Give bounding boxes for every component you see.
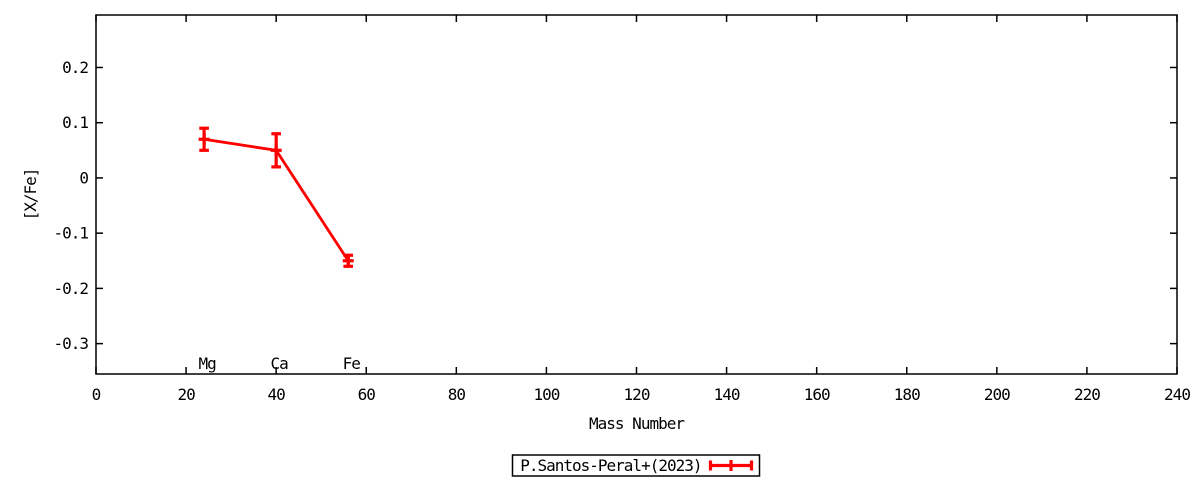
y-axis-tick-label: 0.1 [62,113,88,132]
y-axis-tick-label: -0.3 [53,334,88,353]
x-axis-tick-label: 0 [92,385,101,404]
x-axis-tick-label: 80 [448,385,466,404]
x-axis-tick-label: 60 [358,385,376,404]
y-axis-tick-label: 0.2 [62,58,88,77]
x-axis-tick-label: 140 [714,385,740,404]
x-axis-tick-label: 120 [624,385,650,404]
x-axis-tick-label: 180 [894,385,920,404]
x-axis-tick-label: 160 [804,385,830,404]
legend-box [511,454,761,477]
y-axis-tick-label: -0.1 [53,224,88,243]
y-axis-tick-label: 0 [79,168,88,187]
element-label: Mg [198,354,216,373]
x-axis-tick-label: 100 [533,385,559,404]
y-axis-title: [X/Fe] [21,169,40,221]
x-axis-tick-label: 220 [1074,385,1100,404]
x-axis-tick-label: 20 [177,385,195,404]
legend-label: P.Santos-Peral+(2023) [520,456,701,475]
x-axis-tick-label: 240 [1164,385,1190,404]
element-label: Ca [271,354,289,373]
x-axis-title: Mass Number [589,414,685,433]
y-axis-tick-label: -0.2 [53,279,88,298]
x-axis-tick-label: 40 [268,385,286,404]
plot-border [95,14,1178,375]
element-label: Fe [343,354,361,373]
x-axis-tick-label: 200 [984,385,1010,404]
